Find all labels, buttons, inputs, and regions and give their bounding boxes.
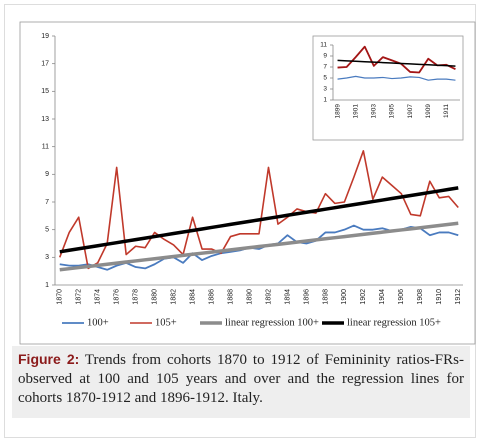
y-tick-label: 5 (323, 75, 327, 82)
y-tick-label: 9 (323, 53, 327, 60)
x-tick-label: 1884 (189, 289, 196, 305)
x-tick-label: 1888 (227, 289, 234, 305)
x-tick-label: 1906 (398, 289, 405, 305)
x-tick-label: 1890 (246, 289, 253, 305)
series-line (337, 59, 456, 67)
legend-label: 100+ (87, 317, 109, 328)
x-tick-label: 1905 (389, 104, 396, 119)
x-tick-label: 1900 (341, 289, 348, 305)
y-tick-label: 5 (45, 227, 49, 234)
y-tick-label: 1 (323, 97, 327, 104)
caption: Figure 2: Trends from cohorts 1870 to 19… (12, 346, 470, 418)
x-tick-label: 1899 (334, 104, 341, 119)
x-tick-label: 1870 (57, 289, 64, 305)
x-tick-label: 1902 (360, 289, 367, 305)
x-tick-label: 1903 (371, 104, 378, 119)
y-tick-label: 11 (42, 144, 49, 151)
legend-label: 105+ (155, 317, 177, 328)
y-tick-label: 1 (45, 282, 49, 289)
x-tick-label: 1911 (443, 104, 450, 118)
x-tick-label: 1886 (208, 289, 215, 305)
y-tick-label: 7 (323, 64, 327, 71)
legend-label: linear regression 105+ (347, 317, 441, 328)
x-tick-label: 1894 (284, 289, 291, 305)
x-tick-label: 1898 (322, 289, 329, 305)
inset-border (312, 35, 464, 141)
y-tick-label: 19 (41, 33, 49, 40)
series-line (58, 150, 459, 270)
x-tick-label: 1908 (417, 289, 424, 305)
x-tick-label: 1909 (425, 104, 432, 119)
x-tick-label: 1904 (379, 289, 386, 305)
x-tick-label: 1901 (352, 104, 359, 119)
x-tick-label: 1896 (303, 289, 310, 305)
series-line (59, 221, 459, 272)
x-tick-label: 1880 (151, 289, 158, 305)
x-tick-label: 1912 (455, 289, 462, 305)
y-tick-label: 17 (41, 61, 49, 68)
y-tick-label: 9 (45, 171, 49, 178)
y-tick-label: 7 (45, 199, 49, 206)
x-tick-label: 1872 (76, 289, 83, 305)
x-tick-label: 1907 (407, 104, 414, 119)
x-tick-label: 1874 (95, 289, 102, 305)
x-tick-label: 1910 (436, 289, 443, 305)
y-tick-label: 13 (41, 116, 49, 123)
y-tick-label: 15 (41, 88, 49, 95)
caption-label: Figure 2: (18, 351, 80, 367)
series-line (337, 45, 456, 74)
y-tick-label: 11 (320, 42, 327, 49)
x-tick-label: 1882 (170, 289, 177, 305)
x-tick-label: 1878 (132, 289, 139, 305)
figure-frame (4, 4, 476, 438)
caption-text: Trends from cohorts 1870 to 1912 of Femi… (18, 352, 464, 406)
x-tick-label: 1892 (265, 289, 272, 305)
y-tick-label: 3 (45, 254, 49, 261)
legend-label: linear regression 100+ (225, 317, 319, 328)
y-tick-label: 3 (323, 86, 327, 93)
series-line (59, 186, 459, 254)
series-line (337, 75, 456, 81)
x-tick-label: 1876 (114, 289, 121, 305)
